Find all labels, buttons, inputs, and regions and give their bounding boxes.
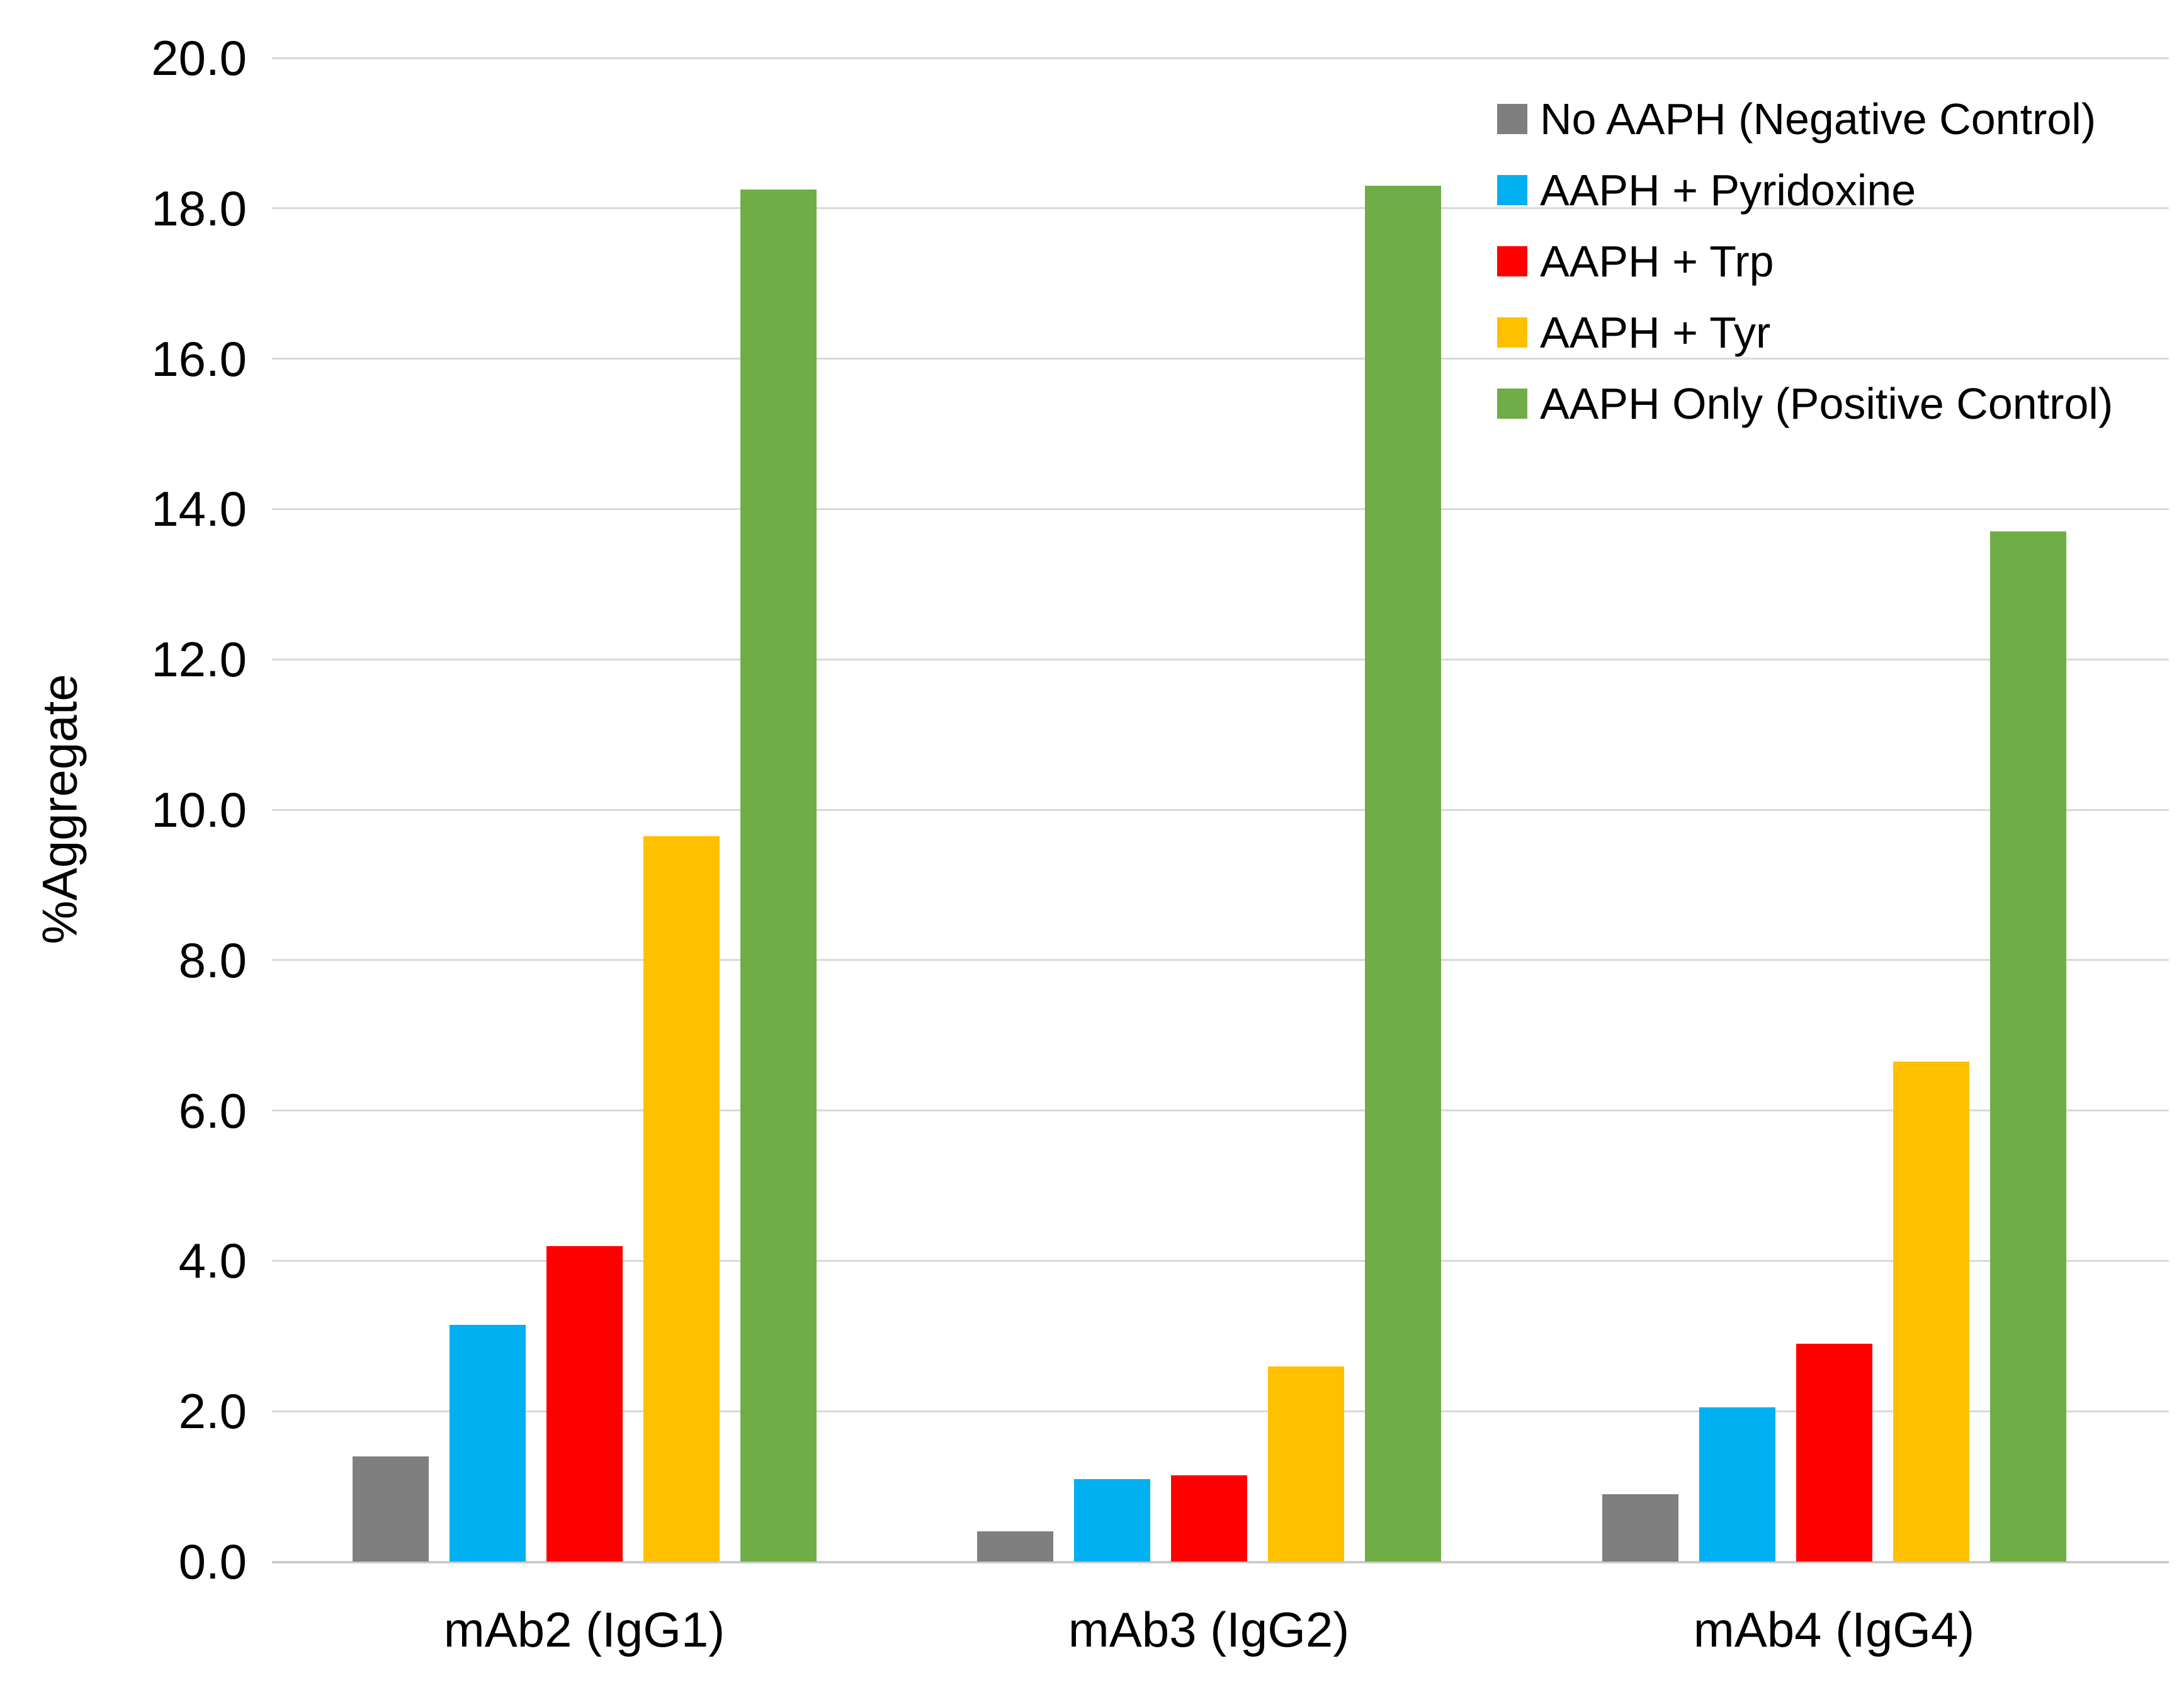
legend-item: AAPH + Tyr [1497, 310, 1770, 355]
y-tick-label: 16.0 [151, 331, 247, 387]
bar-series0-cat2 [1602, 1494, 1678, 1562]
bar-series2-cat2 [1796, 1344, 1872, 1562]
bar-series0-cat1 [977, 1531, 1053, 1562]
y-tick-label: 2.0 [178, 1383, 247, 1439]
gridline [272, 508, 2169, 510]
legend-label: No AAPH (Negative Control) [1540, 94, 2096, 144]
legend-label: AAPH + Pyridoxine [1540, 166, 1916, 215]
bar-series3-cat0 [643, 836, 720, 1562]
bar-series4-cat2 [1990, 531, 2066, 1562]
bar-series1-cat2 [1699, 1407, 1775, 1562]
y-tick-label: 10.0 [151, 782, 247, 837]
legend-swatch-icon [1497, 246, 1527, 276]
bar-series1-cat0 [450, 1325, 526, 1562]
legend-item: No AAPH (Negative Control) [1497, 96, 2096, 142]
gridline [272, 959, 2169, 961]
legend-swatch-icon [1497, 175, 1527, 205]
y-tick-label: 0.0 [178, 1534, 247, 1589]
y-tick-label: 4.0 [178, 1233, 247, 1288]
legend-swatch-icon [1497, 317, 1527, 348]
gridline [272, 1109, 2169, 1111]
legend-swatch-icon [1497, 104, 1527, 134]
legend-item: AAPH + Trp [1497, 239, 1774, 284]
bar-series1-cat1 [1074, 1479, 1150, 1562]
y-tick-label: 20.0 [151, 30, 247, 86]
bar-series2-cat0 [546, 1246, 623, 1562]
x-axis-line [272, 1561, 2169, 1563]
gridline [272, 809, 2169, 811]
bar-series4-cat1 [1365, 186, 1441, 1562]
y-tick-label: 14.0 [151, 481, 247, 536]
bar-series2-cat1 [1171, 1475, 1247, 1562]
gridline [272, 358, 2169, 360]
x-category-label: mAb2 (IgG1) [443, 1602, 725, 1657]
bar-series3-cat2 [1893, 1062, 1969, 1562]
y-tick-label: 6.0 [178, 1083, 247, 1138]
x-category-label: mAb3 (IgG2) [1068, 1602, 1350, 1657]
y-tick-label: 12.0 [151, 632, 247, 687]
gridline [272, 659, 2169, 661]
legend-item: AAPH + Pyridoxine [1497, 167, 1916, 213]
bar-series0-cat0 [353, 1456, 429, 1562]
bar-series4-cat0 [740, 190, 817, 1562]
legend-label: AAPH + Trp [1540, 237, 1774, 286]
y-tick-label: 18.0 [151, 181, 247, 236]
gridline [272, 57, 2169, 59]
legend-item: AAPH Only (Positive Control) [1497, 381, 2113, 426]
legend-label: AAPH + Tyr [1540, 308, 1771, 357]
legend-swatch-icon [1497, 389, 1527, 419]
gridline [272, 1410, 2169, 1412]
bar-series3-cat1 [1268, 1366, 1344, 1562]
x-category-label: mAb4 (IgG4) [1693, 1602, 1975, 1657]
legend-label: AAPH Only (Positive Control) [1540, 379, 2113, 428]
gridline [272, 207, 2169, 209]
y-tick-label: 8.0 [178, 933, 247, 988]
gridline [272, 1260, 2169, 1262]
